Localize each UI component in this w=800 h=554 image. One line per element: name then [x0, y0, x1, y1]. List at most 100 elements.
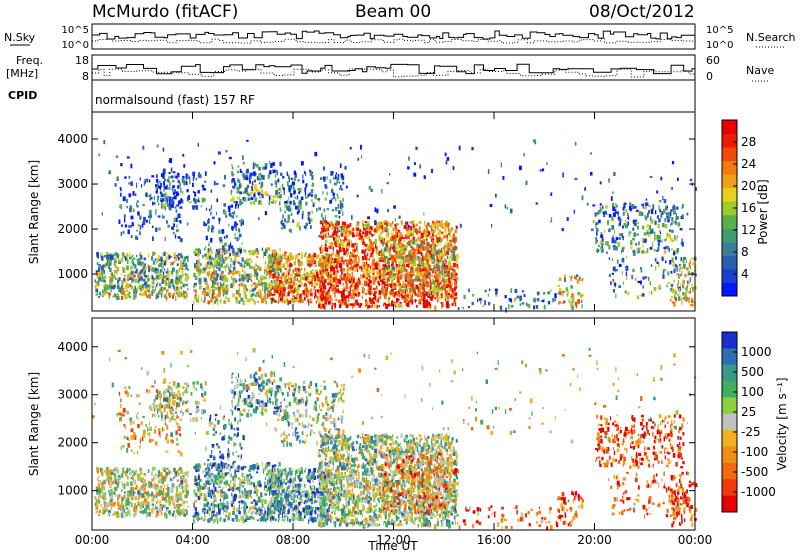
power-cell: [356, 281, 360, 285]
power-cell: [682, 285, 684, 288]
power-cell: [500, 305, 503, 311]
freq-unit-label: [MHz]: [6, 67, 38, 80]
power-cell: [210, 237, 213, 243]
power-cell: [124, 274, 126, 277]
power-cell: [428, 250, 431, 255]
power-cell: [445, 283, 447, 287]
power-cell: [309, 289, 311, 293]
power-cell: [379, 279, 383, 282]
power-cell: [252, 190, 255, 195]
power-cell: [421, 259, 424, 262]
power-cell: [160, 202, 163, 207]
velocity-cell: [98, 480, 101, 483]
power-cell: [154, 277, 157, 280]
power-cell: [448, 265, 452, 270]
power-cell: [334, 236, 337, 242]
power-cell: [278, 187, 281, 191]
power-cell: [449, 246, 453, 249]
power-cell: [415, 146, 418, 150]
power-cell: [446, 304, 449, 309]
power-cell: [347, 233, 350, 237]
power-cell: [617, 213, 619, 216]
power-cell: [291, 282, 294, 287]
power-cell: [240, 282, 243, 286]
power-cell: [354, 286, 358, 290]
power-cell: [133, 274, 136, 278]
power-cell: [274, 264, 277, 269]
velocity-cell: [101, 489, 104, 495]
power-cell: [220, 248, 222, 251]
power-cell: [393, 302, 397, 306]
power-cell: [431, 279, 433, 282]
power-cell: [599, 206, 602, 210]
power-cell: [425, 260, 428, 265]
power-cell: [264, 211, 268, 216]
power-cell: [319, 285, 322, 289]
power-cell: [372, 287, 375, 291]
power-cell: [94, 279, 97, 283]
power-cell: [686, 212, 689, 216]
power-cell: [353, 258, 356, 261]
power-cell: [436, 255, 439, 261]
power-cell: [267, 247, 271, 251]
power-cell: [334, 277, 337, 282]
power-cell: [425, 252, 428, 257]
power-cell: [562, 293, 564, 297]
power-cell: [449, 241, 451, 244]
power-cell: [283, 263, 286, 269]
power-cell: [197, 248, 200, 254]
power-cell: [157, 268, 159, 273]
power-cell: [109, 279, 112, 284]
power-cell: [305, 183, 308, 187]
power-cell: [122, 196, 126, 202]
power-cell: [571, 293, 574, 297]
power-colorbar-label: Power [dB]: [756, 179, 770, 244]
power-cell: [223, 265, 226, 269]
power-cell: [187, 195, 190, 200]
power-cell: [278, 191, 280, 195]
power-cell: [126, 265, 129, 270]
power-cell: [405, 284, 408, 289]
power-cell: [671, 285, 673, 291]
power-cell: [126, 283, 130, 289]
power-cell: [420, 272, 424, 277]
power-cell: [440, 270, 443, 275]
power-cell: [448, 222, 450, 226]
power-cell: [189, 201, 192, 204]
power-cell: [313, 204, 315, 207]
power-cell: [238, 300, 241, 304]
power-cell: [196, 264, 199, 268]
power-cell: [658, 262, 660, 268]
power-cell: [424, 282, 426, 286]
power-cell: [318, 235, 321, 238]
power-cell: [570, 303, 572, 309]
power-cell: [224, 174, 226, 180]
power-cell: [282, 187, 285, 191]
power-cell: [231, 196, 235, 201]
power-cell: [275, 200, 277, 204]
power-cell: [161, 214, 163, 219]
power-cell: [382, 241, 384, 247]
power-cell: [374, 230, 376, 235]
power-cell: [235, 296, 238, 301]
power-cell: [366, 223, 370, 229]
power-cell: [199, 285, 202, 290]
power-cell: [203, 293, 206, 297]
power-cell: [656, 238, 659, 242]
power-cell: [232, 178, 235, 182]
power-cell: [420, 257, 424, 261]
power-cell: [397, 264, 400, 269]
power-cell: [382, 282, 385, 286]
power-cell: [228, 269, 232, 274]
power-cell: [561, 227, 564, 232]
power-cell: [406, 226, 408, 229]
power-cell: [369, 300, 373, 305]
power-cell: [292, 269, 295, 273]
power-cell: [395, 233, 398, 236]
power-cell: [642, 240, 646, 243]
power-cell: [423, 233, 425, 238]
power-cell: [165, 271, 168, 274]
power-cell: [417, 236, 419, 239]
power-cell: [434, 234, 438, 238]
power-cell: [340, 293, 344, 298]
